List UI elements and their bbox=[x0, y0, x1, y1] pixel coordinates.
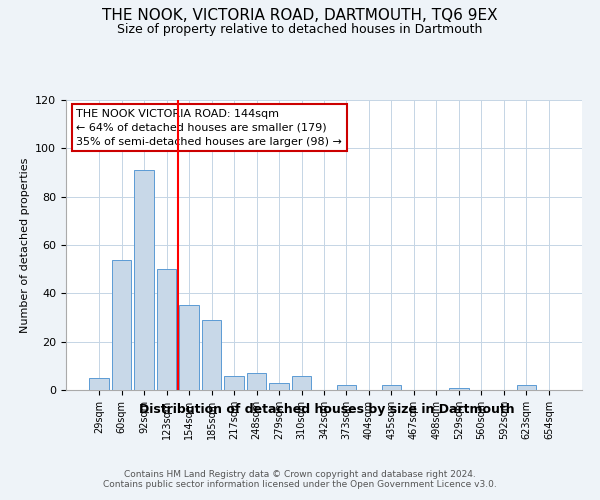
Bar bbox=[382, 385, 401, 390]
Bar bbox=[157, 269, 176, 390]
Bar bbox=[449, 388, 469, 390]
Text: THE NOOK VICTORIA ROAD: 144sqm
← 64% of detached houses are smaller (179)
35% of: THE NOOK VICTORIA ROAD: 144sqm ← 64% of … bbox=[76, 108, 342, 146]
Text: Distribution of detached houses by size in Dartmouth: Distribution of detached houses by size … bbox=[139, 402, 515, 415]
Bar bbox=[134, 170, 154, 390]
Bar bbox=[224, 376, 244, 390]
Bar bbox=[337, 385, 356, 390]
Bar bbox=[112, 260, 131, 390]
Text: Size of property relative to detached houses in Dartmouth: Size of property relative to detached ho… bbox=[118, 22, 482, 36]
Text: THE NOOK, VICTORIA ROAD, DARTMOUTH, TQ6 9EX: THE NOOK, VICTORIA ROAD, DARTMOUTH, TQ6 … bbox=[102, 8, 498, 22]
Bar bbox=[202, 320, 221, 390]
Text: Contains HM Land Registry data © Crown copyright and database right 2024.: Contains HM Land Registry data © Crown c… bbox=[124, 470, 476, 479]
Text: Contains public sector information licensed under the Open Government Licence v3: Contains public sector information licen… bbox=[103, 480, 497, 489]
Bar bbox=[292, 376, 311, 390]
Bar bbox=[517, 385, 536, 390]
Bar bbox=[269, 383, 289, 390]
Bar bbox=[179, 306, 199, 390]
Y-axis label: Number of detached properties: Number of detached properties bbox=[20, 158, 29, 332]
Bar bbox=[247, 373, 266, 390]
Bar bbox=[89, 378, 109, 390]
